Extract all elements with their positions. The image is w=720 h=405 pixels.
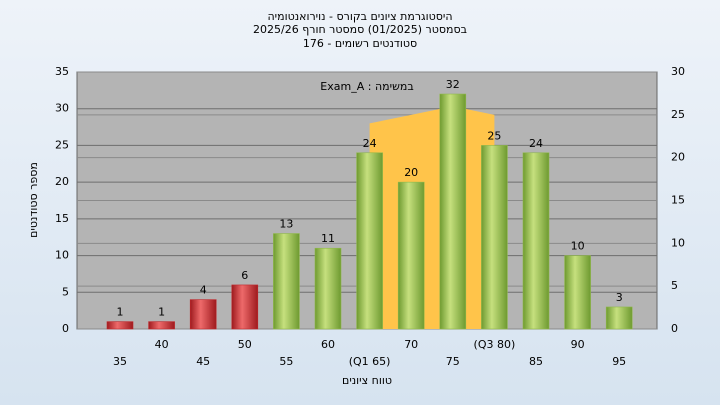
x-tick-label: 95	[612, 355, 626, 368]
x-tick-label: 75	[446, 355, 460, 368]
x-tick-label: 50	[238, 338, 252, 351]
band-area	[369, 106, 495, 330]
data-label: 24	[529, 137, 543, 150]
y-tick-label: 35	[55, 65, 69, 78]
bar	[231, 284, 259, 330]
x-tick-label: 60	[321, 338, 335, 351]
bar	[439, 93, 467, 330]
data-label: 20	[404, 166, 418, 179]
bar	[397, 181, 425, 330]
data-label: 1	[117, 306, 124, 319]
y-tick-label: 25	[55, 138, 69, 151]
y-tick-label: 0	[62, 322, 69, 335]
bar	[314, 247, 342, 330]
x-tick-label: 55	[279, 355, 293, 368]
data-label: 24	[363, 137, 377, 150]
x-tick-label: 40	[155, 338, 169, 351]
y2-tick-label: 0	[671, 322, 678, 335]
bar	[605, 306, 633, 330]
x-axis-label: טווח ציונים	[342, 374, 392, 387]
y-tick-label: 10	[55, 249, 69, 262]
y2-tick-label: 20	[671, 151, 685, 164]
bar	[148, 321, 175, 330]
data-label: 10	[571, 240, 585, 253]
x-tick-label: 90	[571, 338, 585, 351]
data-label: 3	[616, 291, 623, 304]
chart-subtitle: סטודנטים רשומים - 176	[303, 37, 417, 50]
bar	[564, 255, 591, 330]
bar	[481, 145, 508, 330]
y2-tick-label: 10	[671, 236, 685, 249]
chart-subtitle: בסמסטר (01/2025) סמסטר חורף 2025/26	[253, 23, 467, 36]
y-tick-label: 20	[55, 175, 69, 188]
data-label: 13	[279, 218, 293, 231]
y2-tick-label: 5	[671, 279, 678, 292]
y2-tick-label: 30	[671, 65, 685, 78]
y-tick-label: 15	[55, 212, 69, 225]
x-tick-label: 45	[196, 355, 210, 368]
bar	[273, 233, 300, 330]
data-label: 1	[158, 306, 165, 319]
bar	[522, 152, 550, 330]
data-label: 32	[446, 78, 460, 91]
bar	[106, 321, 134, 330]
y-axis-label: מספר סטודנטים	[27, 162, 40, 238]
x-tick-label: 35	[113, 355, 127, 368]
bar	[189, 299, 217, 330]
chart-title: היסטוגרמת ציונים בקורס - נוירואנטומיה	[267, 10, 452, 23]
y2-tick-label: 25	[671, 108, 685, 121]
bar	[356, 152, 383, 330]
y2-tick-label: 15	[671, 194, 685, 207]
x-tick-label: (Q3 80)	[474, 338, 516, 351]
data-label: 6	[241, 269, 248, 282]
annotation: במשימה : Exam_A	[320, 80, 413, 93]
y-tick-label: 30	[55, 102, 69, 115]
y-tick-label: 5	[62, 285, 69, 298]
x-tick-label: (Q1 65)	[349, 355, 391, 368]
x-tick-label: 85	[529, 355, 543, 368]
data-label: 11	[321, 232, 335, 245]
data-label: 4	[200, 284, 207, 297]
x-tick-label: 70	[404, 338, 418, 351]
data-label: 25	[487, 129, 501, 142]
